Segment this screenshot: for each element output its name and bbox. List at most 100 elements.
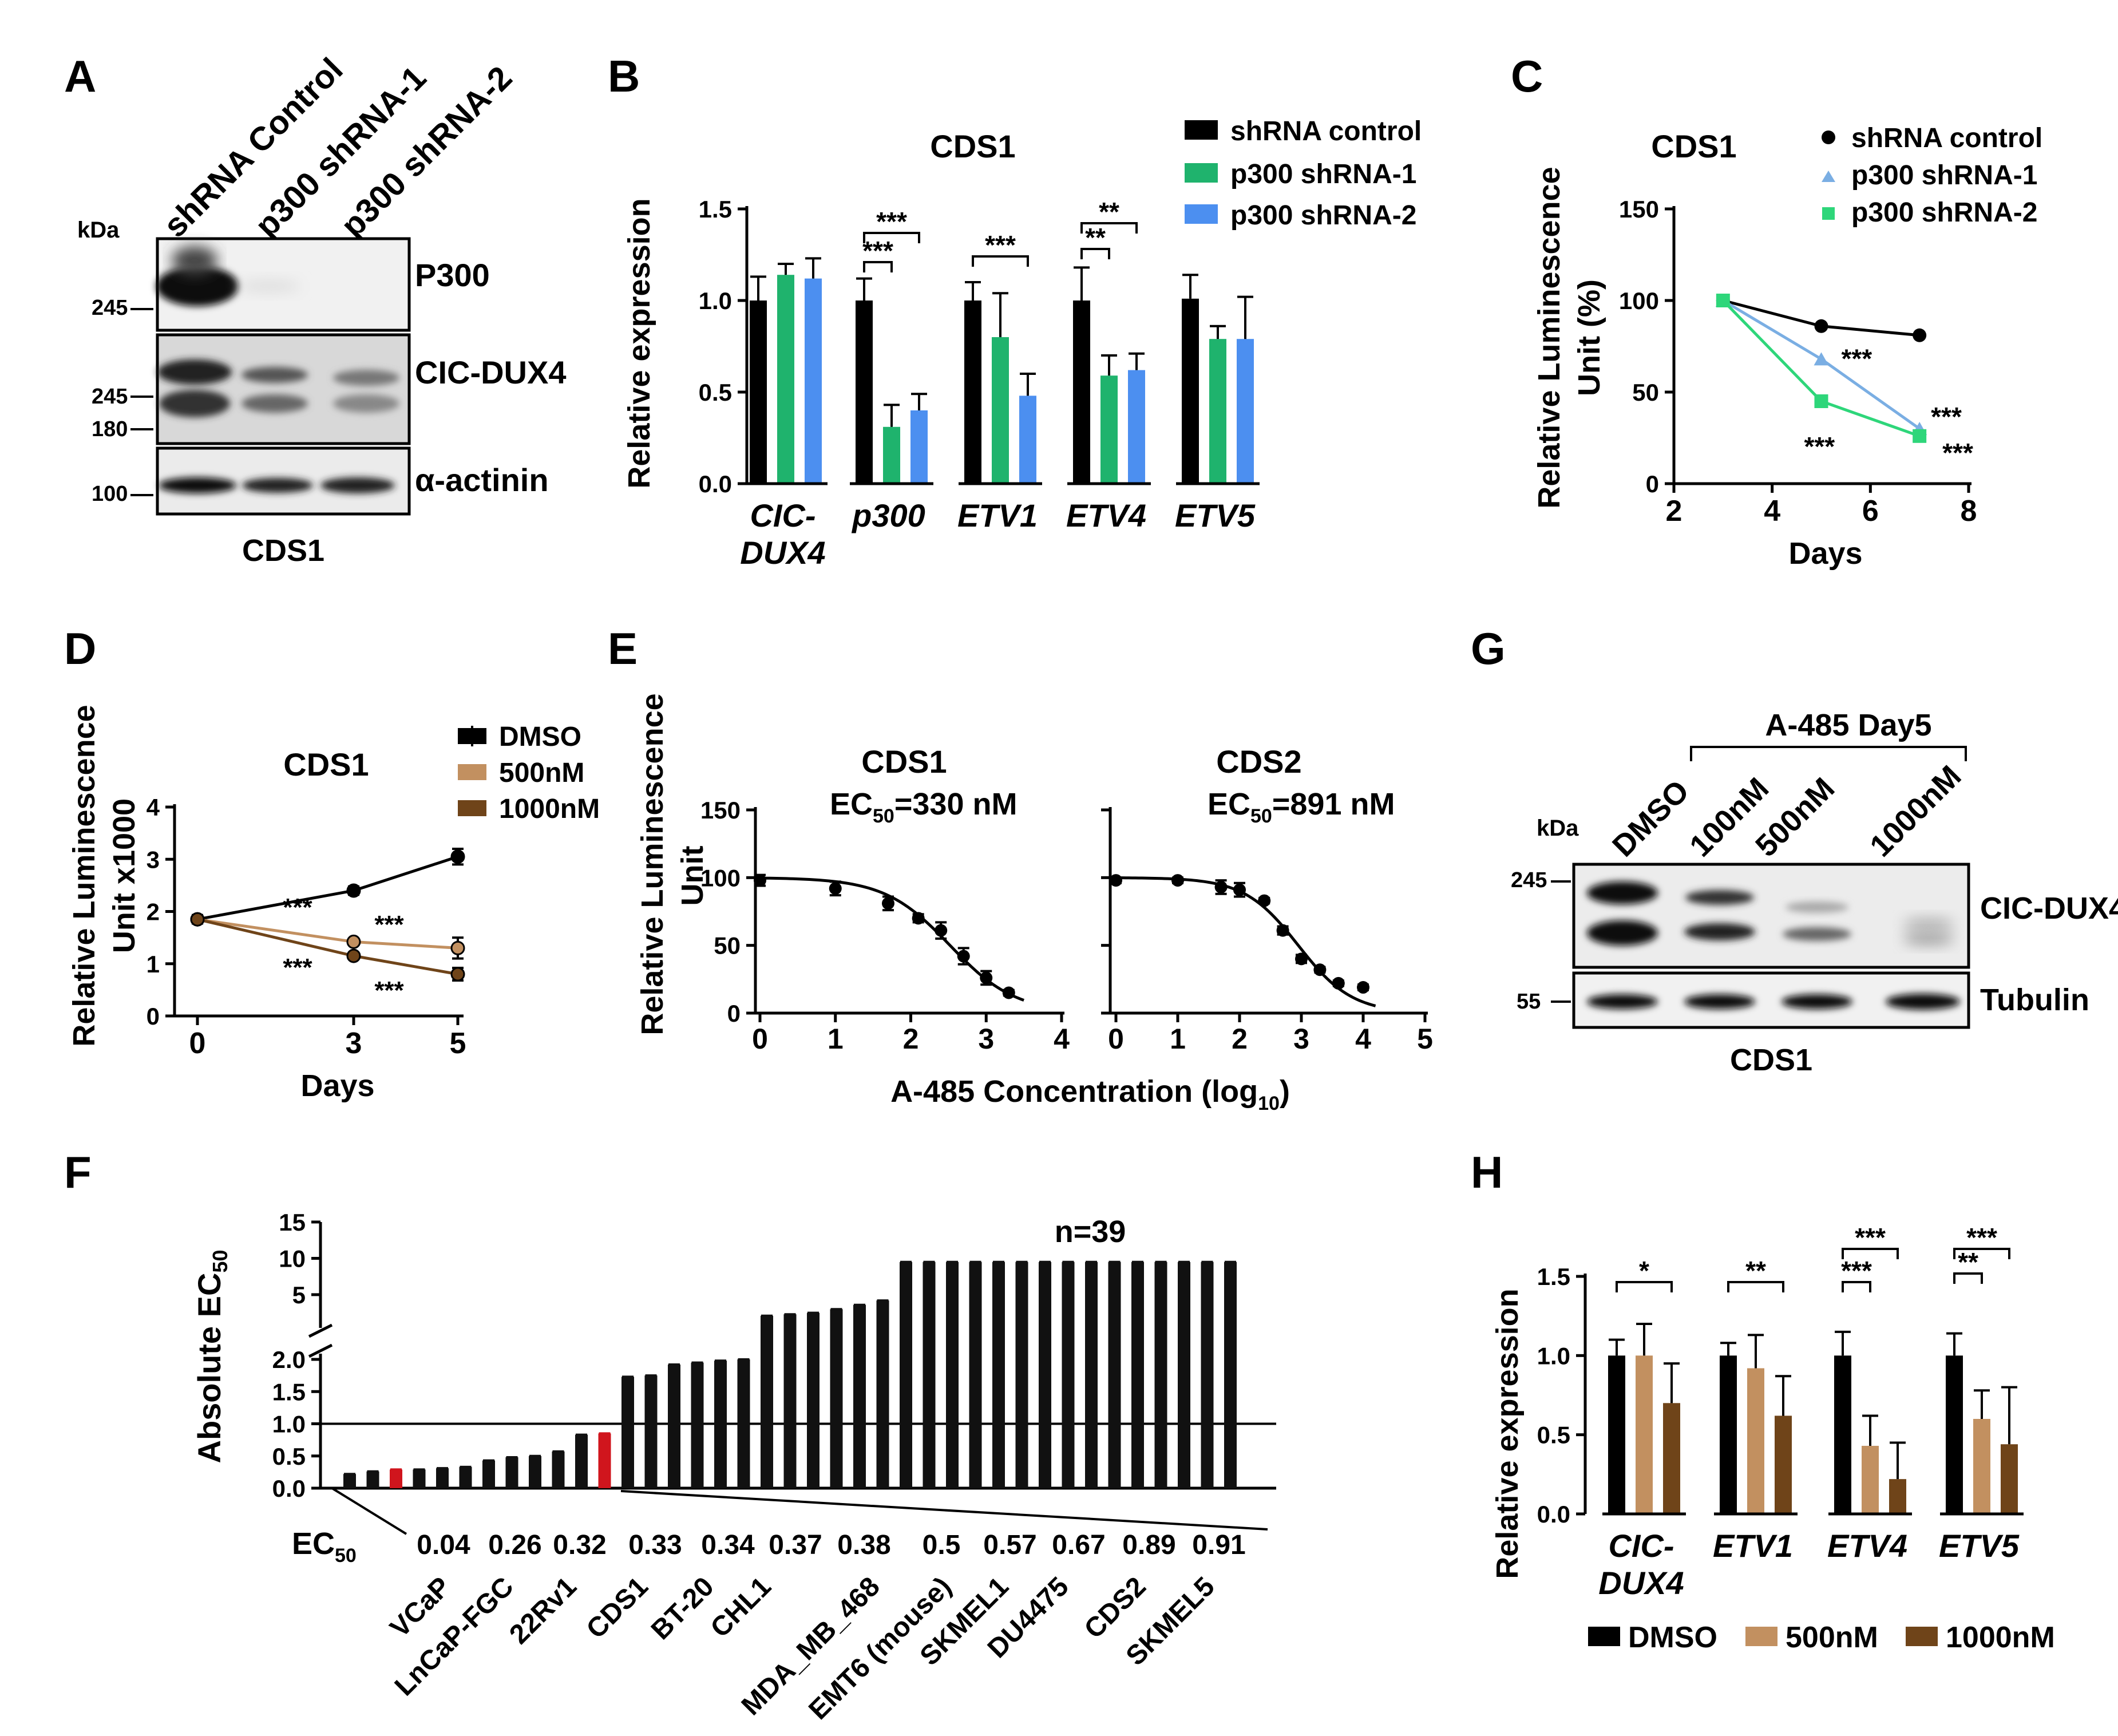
kda-marker: 245 (1511, 868, 1547, 892)
bar (856, 300, 873, 484)
cell-line-label: CDS1 (1730, 1043, 1812, 1077)
legend-d: DMSO 500nM 1000nM (458, 722, 600, 824)
x-tick-label: 0 (752, 1023, 768, 1055)
data-point (829, 882, 842, 895)
significance-bracket (1727, 1281, 1784, 1292)
bar (1862, 1446, 1879, 1514)
bar (1663, 1403, 1680, 1514)
ec50-value: 0.33 (628, 1530, 682, 1560)
legend-b: shRNA control p300 shRNA-1 p300 shRNA-2 (1185, 116, 1422, 231)
panel-letter: D (64, 623, 96, 674)
chart-title: CDS1 (930, 128, 1015, 164)
y-tick-label: 5 (292, 1282, 306, 1308)
ec50-value: 0.32 (553, 1530, 606, 1560)
y-tick-label: 1.0 (272, 1411, 306, 1438)
lane-label: DMSO (1606, 774, 1696, 864)
x-tick-label: 0 (1108, 1023, 1124, 1055)
legend-swatch (458, 800, 486, 816)
panel-c: C CDS1 Relative Luminescence Unit (%) Da… (1511, 51, 2042, 571)
bar (1100, 375, 1118, 484)
bar (459, 1466, 472, 1488)
legend-entry: p300 shRNA-1 (1851, 160, 2037, 191)
bar (1720, 1355, 1737, 1514)
category-label: ETV4 (1827, 1528, 1907, 1564)
legend-entry: DMSO (499, 722, 581, 752)
category-label: DUX4 (1598, 1565, 1684, 1601)
bar (413, 1469, 426, 1488)
category-label: ETV5 (1175, 497, 1256, 533)
treatment-header: A-485 Day5 (1765, 708, 1931, 742)
y-tick-label: 150 (1619, 196, 1659, 223)
data-point (1814, 394, 1828, 408)
y-tick-label: 1.5 (1537, 1263, 1570, 1290)
ec50-value: 0.67 (1052, 1530, 1105, 1560)
legend-swatch (1745, 1627, 1777, 1646)
y-tick-label: 0.5 (272, 1443, 306, 1470)
data-point (881, 897, 894, 910)
legend-marker (1822, 131, 1835, 144)
bar (1636, 1355, 1653, 1514)
y-tick-label: 15 (279, 1209, 306, 1236)
header-bracket (1690, 746, 1967, 761)
kda-marker: 55 (1517, 990, 1541, 1014)
ec50-value: 0.89 (1122, 1530, 1175, 1560)
panel-e: E Relative Luminescence Unit CDS1 EC50=3… (608, 623, 1433, 1114)
bar (1775, 1415, 1792, 1514)
bar (621, 1377, 634, 1488)
significance-bracket (1616, 1281, 1673, 1292)
blot-label: Tubulin (1980, 983, 2089, 1017)
significance-marker: *** (1804, 432, 1835, 461)
bar (668, 1365, 680, 1488)
bar (1889, 1479, 1906, 1514)
x-tick-label: 5 (1417, 1023, 1433, 1055)
y-tick-label: 1.0 (699, 287, 732, 314)
bar (992, 1262, 1005, 1488)
ec50-value: 0.04 (417, 1530, 470, 1560)
y-tick-label: 2.0 (272, 1346, 306, 1373)
category-label: ETV4 (1066, 497, 1146, 533)
panel-letter: H (1471, 1147, 1503, 1197)
y-tick-label: 150 (700, 797, 741, 824)
x-tick-label: 1 (1170, 1023, 1186, 1055)
x-tick-label: 3 (346, 1027, 362, 1060)
chart-d-plot: 0 1 2 3 4 0 3 5 *** *** *** *** (147, 794, 466, 1060)
x-tick-label: 4 (1355, 1023, 1371, 1055)
ec50-value: 0.5 (923, 1530, 961, 1560)
significance-bracket (1080, 222, 1138, 234)
legend-swatch (1906, 1627, 1938, 1646)
y-tick-label: 1.5 (699, 196, 732, 223)
significance-marker: *** (1855, 1223, 1886, 1252)
y-tick-label: 0 (147, 1003, 160, 1030)
bar (1062, 1262, 1075, 1488)
legend-marker (1822, 171, 1835, 182)
bar (1946, 1355, 1963, 1514)
bar (343, 1474, 356, 1488)
bar (1108, 1262, 1121, 1488)
x-tick-label: 3 (1293, 1023, 1309, 1055)
blot-cic-dux4 (156, 333, 411, 445)
legend-entry: p300 shRNA-2 (1851, 197, 2037, 228)
y-tick-label: 0 (727, 1000, 741, 1027)
significance-bracket (1953, 1248, 2010, 1259)
legend-entry: 500nM (499, 758, 584, 788)
bar (750, 300, 767, 484)
y-tick-label: 1 (147, 951, 160, 978)
category-label: ETV5 (1939, 1528, 2020, 1564)
legend-entry: 1000nM (499, 794, 600, 824)
data-point (346, 883, 361, 898)
significance-marker: ** (1745, 1256, 1766, 1286)
bar (1131, 1262, 1144, 1488)
x-tick-label: 2 (1666, 495, 1682, 528)
y-axis-label: Relative expression (622, 198, 656, 488)
blot-label: CIC-DUX4 (1980, 891, 2118, 926)
ec50-value: 0.91 (1192, 1530, 1245, 1560)
x-tick-label: 1 (828, 1023, 844, 1055)
data-point (1716, 294, 1730, 307)
zoom-line (620, 1490, 1268, 1531)
y-tick-label: 0.5 (1537, 1422, 1570, 1449)
bar (923, 1262, 936, 1488)
data-point (346, 934, 361, 949)
lane-label: 1000nM (1863, 759, 1968, 864)
significance-marker: ** (1085, 223, 1106, 252)
bar (575, 1434, 588, 1488)
